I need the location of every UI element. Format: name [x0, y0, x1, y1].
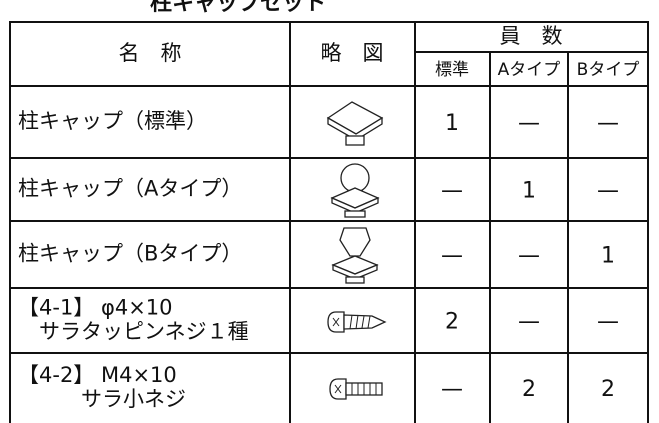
column-header: 員 数 — [500, 24, 563, 48]
count: 1 — [601, 244, 615, 269]
count: — — [518, 310, 540, 335]
part-name: 柱キャップ（Aタイプ） — [18, 177, 242, 201]
page-title: 柱キャップセット — [150, 0, 326, 16]
count: 2 — [522, 377, 536, 402]
icon-tapping-screw — [327, 311, 387, 333]
count: — — [518, 111, 540, 136]
icon-type-a — [330, 163, 380, 218]
sub-header: 標準 — [435, 60, 469, 80]
part-name: サラタッピンネジ１種 — [18, 320, 249, 344]
count: — — [597, 310, 619, 335]
count: — — [441, 377, 463, 402]
count: 1 — [445, 111, 459, 136]
count: 1 — [522, 179, 536, 204]
part-name: 柱キャップ（標準） — [18, 109, 207, 133]
icon-type-b — [331, 227, 379, 284]
icon-standard — [326, 101, 384, 146]
count: — — [518, 244, 540, 269]
count: 2 — [601, 377, 615, 402]
count: — — [597, 111, 619, 136]
part-name: 【4-1】 φ4×10 — [18, 296, 173, 320]
count: — — [597, 179, 619, 204]
part-name: 柱キャップ（Bタイプ） — [18, 242, 242, 266]
count: — — [441, 179, 463, 204]
sub-header: Aタイプ — [498, 60, 561, 80]
part-name: サラ小ネジ — [18, 387, 186, 411]
table-frame — [9, 21, 649, 423]
sub-header: Bタイプ — [577, 60, 640, 80]
count: 2 — [445, 310, 459, 335]
part-name: 【4-2】 M4×10 — [18, 363, 177, 387]
column-header: 名 称 — [119, 41, 182, 65]
count: — — [441, 244, 463, 269]
icon-machine-screw — [329, 378, 383, 400]
column-header: 略 図 — [321, 41, 384, 65]
